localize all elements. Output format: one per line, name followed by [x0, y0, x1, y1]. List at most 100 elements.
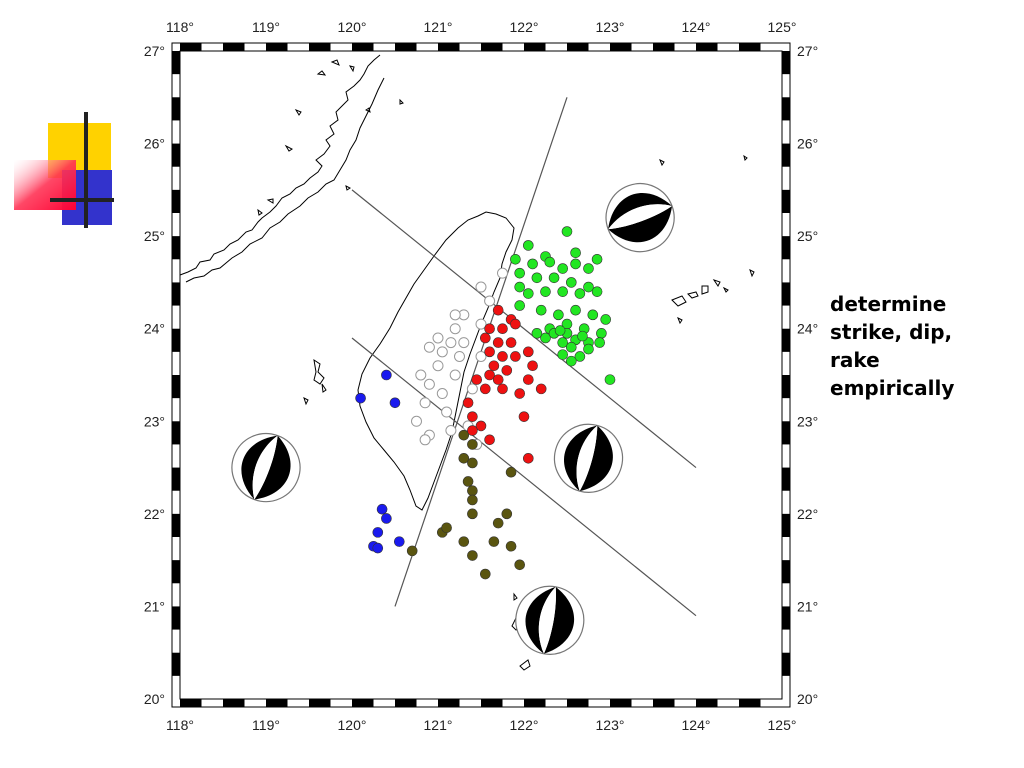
frame-block-right [782, 375, 790, 399]
event-green [596, 328, 607, 339]
event-open [432, 332, 444, 344]
beachball-compression [525, 586, 556, 654]
event-open [449, 309, 461, 321]
event-green [527, 258, 538, 270]
event-green [565, 277, 577, 288]
event-blue [372, 542, 384, 554]
beachball-compression [543, 586, 575, 654]
frame-block-right [782, 282, 790, 306]
beachball-northeast [605, 183, 675, 253]
beachball-compression [579, 425, 613, 492]
event-olive [458, 536, 470, 547]
event-green [510, 253, 521, 265]
lon-tick-label-bottom: 123° [596, 717, 625, 733]
frame-block-top [653, 43, 675, 51]
event-green [591, 253, 603, 265]
event-open [449, 369, 461, 381]
lon-tick-label-top: 120° [338, 19, 367, 35]
frame-block-bottom [309, 699, 331, 707]
event-red [484, 323, 495, 335]
frame-block-left [172, 513, 180, 537]
beachball-compression [254, 435, 291, 500]
lon-tick-label-bottom: 124° [682, 717, 711, 733]
china-coastline [179, 54, 381, 276]
lon-tick-label-top: 123° [596, 19, 625, 35]
event-olive [462, 476, 474, 487]
event-green [570, 258, 581, 270]
frame-block-top [180, 43, 202, 51]
event-red [535, 383, 547, 395]
event-red [522, 346, 534, 358]
frame-block-bottom [180, 699, 202, 707]
event-green [583, 263, 594, 274]
event-blue [393, 536, 405, 547]
frame-block-top [610, 43, 632, 51]
event-olive [467, 550, 478, 561]
caption-line-3: rake [830, 348, 880, 372]
event-green [531, 328, 543, 339]
event-olive [505, 466, 517, 478]
event-red [510, 318, 521, 330]
event-red [467, 411, 478, 422]
event-green [557, 337, 569, 348]
event-green [531, 272, 543, 284]
event-red [527, 360, 538, 372]
event-open [475, 350, 487, 362]
event-green [540, 286, 551, 297]
frame-block-right [782, 97, 790, 121]
event-green [587, 309, 599, 321]
lat-tick-label-right: 27° [797, 43, 818, 59]
frame-block-right [782, 467, 790, 491]
ryukyu-islands [659, 154, 755, 325]
event-green [557, 286, 569, 297]
map-plot-area [179, 50, 783, 700]
lat-tick-label-left: 24° [144, 321, 165, 337]
event-green [565, 341, 577, 353]
lon-tick-label-top: 122° [510, 19, 539, 35]
frame-block-bottom [739, 699, 761, 707]
beachball-compression [241, 435, 278, 500]
event-green [574, 288, 586, 299]
frame-block-top [352, 43, 374, 51]
frame-block-bottom [653, 699, 675, 707]
caption-line-2: strike, dip, [830, 320, 953, 344]
event-red [510, 351, 521, 362]
frame-block-left [172, 652, 180, 676]
event-olive [501, 508, 513, 520]
event-olive [458, 453, 470, 464]
event-open [475, 281, 487, 293]
frame-block-top [739, 43, 761, 51]
event-red [479, 383, 491, 395]
beachball-compression [608, 193, 673, 230]
event-blue [355, 392, 366, 404]
frame-block-bottom [352, 699, 374, 707]
frame-block-bottom [610, 699, 632, 707]
lat-tick-label-right: 26° [797, 136, 818, 152]
profile-line [351, 189, 697, 469]
frame-block-right [782, 51, 790, 75]
frame-block-left [172, 606, 180, 630]
event-green [594, 337, 605, 348]
event-open [445, 337, 457, 349]
event-open [419, 397, 431, 409]
event-open [436, 346, 448, 358]
event-red [484, 369, 495, 381]
event-green [557, 349, 569, 360]
lat-tick-label-right: 22° [797, 506, 818, 522]
lon-tick-label-bottom: 121° [424, 717, 453, 733]
lon-tick-label-bottom: 119° [252, 717, 280, 733]
event-red [522, 453, 534, 464]
event-blue [389, 397, 401, 409]
frame-block-left [172, 421, 180, 445]
event-olive [406, 545, 418, 557]
frame-block-bottom [438, 699, 460, 707]
event-olive [467, 485, 478, 497]
beachball-dilatation [608, 204, 673, 230]
frame-block-bottom [223, 699, 245, 707]
event-red [497, 383, 508, 395]
event-red [497, 323, 508, 335]
event-open [441, 406, 453, 418]
event-open [423, 341, 435, 353]
event-green [514, 300, 526, 311]
